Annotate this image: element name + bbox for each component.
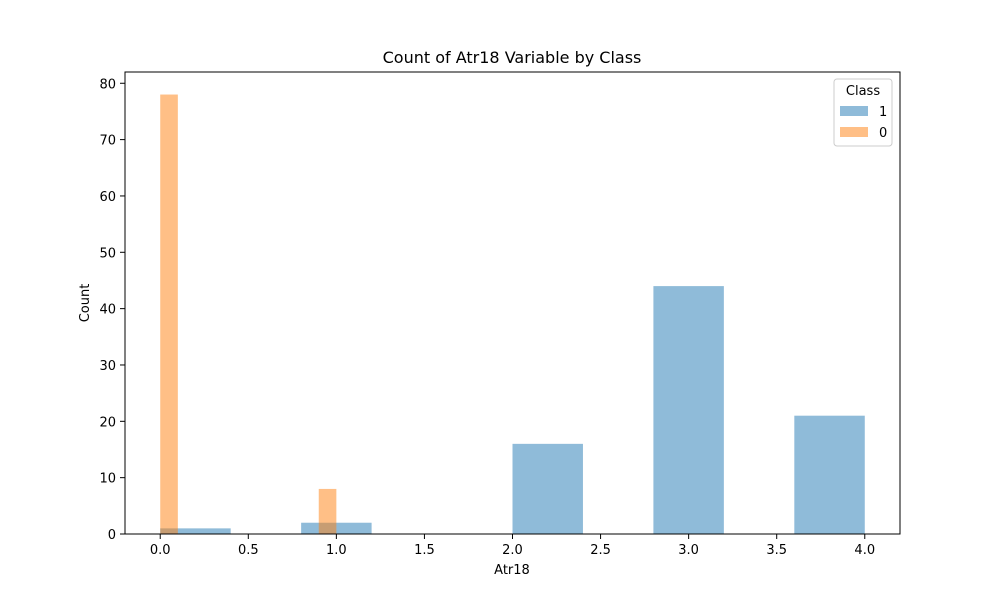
y-tick-label: 0 (108, 528, 116, 543)
bars-layer (160, 94, 865, 534)
y-tick-label: 70 (99, 134, 116, 149)
y-tick-label: 60 (99, 190, 116, 205)
legend-label-class-0: 0 (879, 126, 887, 141)
x-tick-label: 3.5 (766, 543, 787, 558)
legend-title: Class (846, 84, 880, 99)
legend-swatch-class-1 (840, 106, 868, 116)
bar-class-1-bin-0 (160, 528, 231, 534)
x-tick-label: 0.0 (150, 543, 171, 558)
bar-class-1-bin-4 (794, 415, 865, 534)
x-tick-label: 1.5 (414, 543, 435, 558)
y-tick-label: 40 (99, 303, 116, 318)
y-axis-ticks: 0 10 20 30 40 50 60 70 80 (99, 77, 125, 543)
x-tick-label: 2.0 (502, 543, 523, 558)
y-tick-label: 30 (99, 359, 116, 374)
x-tick-label: 3.0 (678, 543, 699, 558)
y-axis-label: Count (78, 284, 93, 323)
y-tick-label: 20 (99, 415, 116, 430)
y-tick-label: 80 (99, 77, 116, 92)
legend-label-class-1: 1 (879, 105, 887, 120)
legend: Class 1 0 (833, 78, 893, 147)
x-tick-label: 0.5 (238, 543, 259, 558)
bar-class-1-bin-3 (653, 286, 724, 534)
x-tick-label: 2.5 (590, 543, 611, 558)
x-axis-ticks: 0.0 0.5 1.0 1.5 2.0 2.5 3.0 3.5 4.0 (150, 534, 875, 558)
y-tick-label: 10 (99, 472, 116, 487)
chart-title: Count of Atr18 Variable by Class (383, 48, 642, 67)
x-tick-label: 1.0 (326, 543, 347, 558)
legend-swatch-class-0 (840, 127, 868, 137)
x-axis-label: Atr18 (494, 563, 530, 578)
x-tick-label: 4.0 (854, 543, 875, 558)
bar-class-1-bin-2 (512, 443, 583, 534)
bar-class-0-bin-1 (318, 488, 337, 534)
y-tick-label: 50 (99, 246, 116, 261)
bar-class-0-bin-0 (160, 94, 178, 534)
